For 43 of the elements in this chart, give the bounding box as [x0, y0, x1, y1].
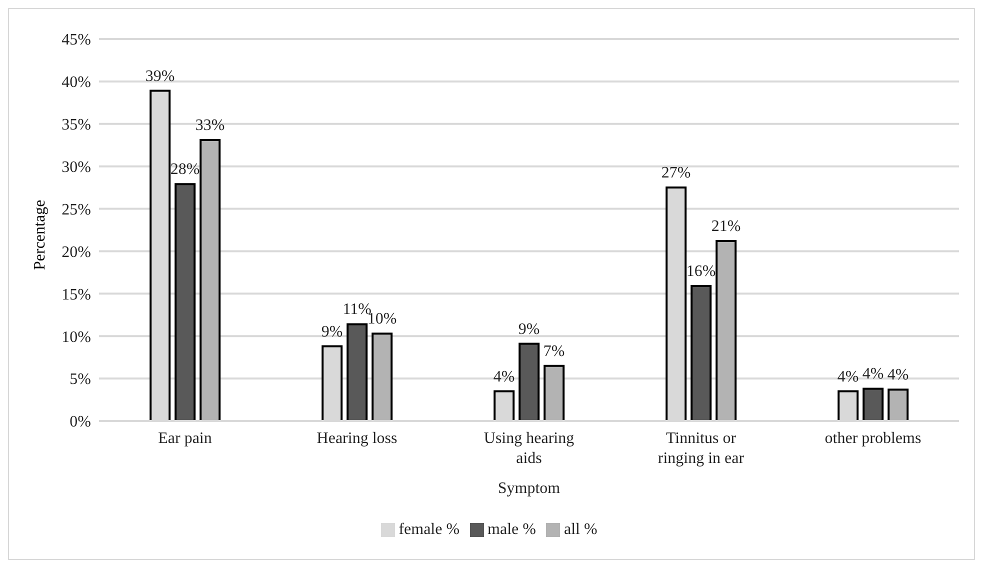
y-tick-label: 15%	[62, 286, 91, 304]
bar	[862, 388, 884, 421]
x-tick-label: Tinnitus or ringing in ear	[658, 430, 745, 467]
data-label: 9%	[518, 320, 540, 338]
x-tick-label: Ear pain	[158, 430, 212, 447]
data-label: 21%	[711, 218, 741, 236]
bar	[372, 332, 393, 421]
legend-label: all %	[564, 521, 598, 538]
x-axis-title: Symptom	[498, 480, 561, 497]
data-label: 4%	[837, 368, 859, 386]
y-axis-title: Percentage	[32, 200, 49, 270]
bar	[346, 323, 368, 421]
y-tick-label: 35%	[62, 116, 91, 134]
data-label: 7%	[543, 342, 565, 360]
legend-label: male %	[488, 521, 536, 538]
bar	[200, 139, 221, 421]
y-tick-label: 45%	[62, 32, 91, 49]
bar	[174, 183, 196, 421]
y-tick-label: 20%	[62, 244, 91, 261]
data-label: 39%	[145, 68, 175, 85]
data-label: 27%	[661, 164, 691, 182]
data-label: 33%	[195, 117, 225, 134]
legend-label: female %	[398, 521, 460, 538]
y-tick-label: 30%	[62, 159, 91, 176]
data-label: 9%	[321, 323, 343, 340]
bar	[888, 388, 909, 421]
bar	[544, 364, 565, 421]
x-tick-label: Using hearing aids	[484, 430, 574, 467]
data-label: 4%	[862, 366, 884, 383]
x-tick-label: Hearing loss	[316, 430, 398, 447]
y-tick-label: 10%	[62, 328, 91, 346]
x-tick-label: other problems	[824, 430, 922, 447]
y-tick-label: 40%	[62, 74, 91, 92]
data-label: 4%	[887, 366, 909, 384]
data-label: 4%	[493, 368, 515, 386]
y-tick-label: 0%	[70, 414, 91, 431]
bar	[518, 342, 540, 421]
data-label: 16%	[686, 263, 716, 280]
bar	[716, 240, 737, 421]
y-tick-label: 5%	[70, 371, 91, 388]
data-label: 28%	[170, 161, 200, 178]
y-tick-label: 25%	[62, 201, 91, 218]
bar	[690, 285, 712, 421]
